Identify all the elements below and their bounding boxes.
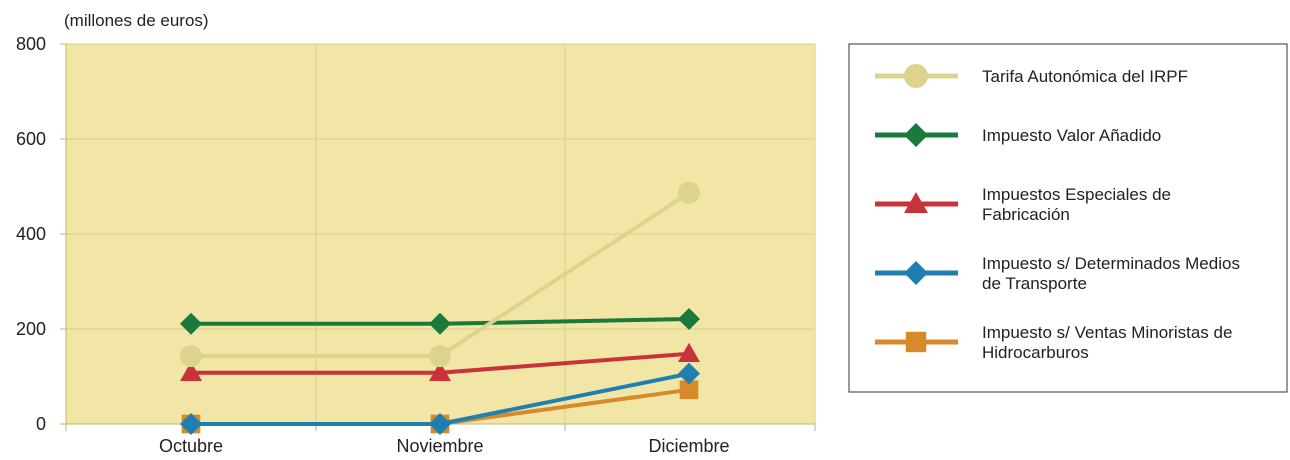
series-group [180,181,700,435]
y-axis-unit-label: (millones de euros) [64,11,209,30]
legend-swatch-marker [904,192,928,213]
data-point [678,181,700,204]
data-point [429,345,451,368]
data-point [429,361,451,381]
series-diamond [180,308,700,335]
y-tick-label: 800 [16,34,46,54]
data-point [180,413,202,435]
legend-item: Impuesto s/ Ventas Minoristas deHidrocar… [875,323,1232,362]
legend-label: Impuestos Especiales de [982,185,1171,204]
series-diamond [180,362,700,435]
legend-label: Impuesto s/ Ventas Minoristas de [982,323,1232,342]
y-axis-ticks: 0 200 400 600 800 [16,34,66,434]
y-tick-label: 400 [16,224,46,244]
legend-label: Impuesto Valor Añadido [982,126,1161,145]
data-point [180,312,202,335]
legend: Tarifa Autonómica del IRPF Impuesto Valor… [848,43,1288,393]
x-tick-label: Octubre [159,436,223,456]
data-point [429,312,451,335]
series-circle [180,181,700,368]
data-point [678,308,700,331]
x-tick-label: Noviembre [396,436,483,456]
y-tick-label: 200 [16,319,46,339]
y-tick-label: 600 [16,129,46,149]
legend-label: Fabricación [982,205,1070,224]
legend-label: Hidrocarburos [982,343,1089,362]
x-tick-label: Diciembre [648,436,729,456]
y-tick-label: 0 [36,414,46,434]
legend-item: Impuesto Valor Añadido [875,123,1161,147]
data-point [180,361,202,381]
series-triangle [180,342,700,381]
data-point [678,362,700,385]
x-axis-ticks: Octubre Noviembre Diciembre [65,424,816,456]
data-point [678,342,700,362]
legend-item: Tarifa Autonómica del IRPF [875,64,1188,88]
legend-label: Tarifa Autonómica del IRPF [982,67,1188,86]
legend-label: Impuesto s/ Determinados Medios [982,254,1240,273]
legend-label: de Transporte [982,274,1087,293]
legend-swatch-marker [905,331,927,353]
data-point [180,345,202,368]
legend-swatch-marker [904,261,928,285]
legend-swatch-marker [904,123,928,147]
legend-swatch-marker [904,64,928,88]
data-point [679,380,699,400]
data-point [429,413,451,435]
